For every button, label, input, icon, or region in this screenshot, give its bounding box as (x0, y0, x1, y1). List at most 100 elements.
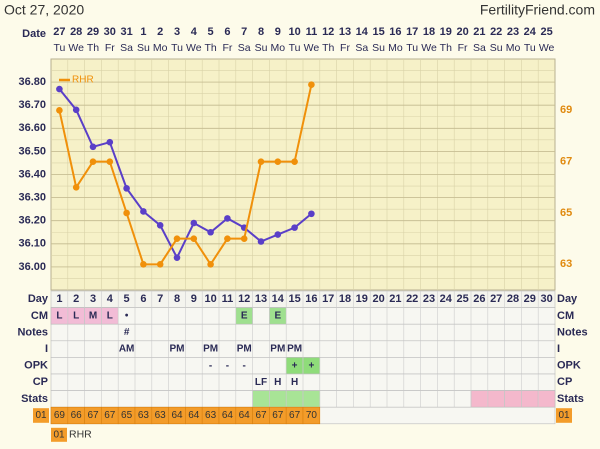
weekday: We (186, 42, 202, 54)
rhr-cell (302, 406, 321, 425)
data-point (56, 85, 63, 93)
row-label: CM (31, 310, 48, 322)
legend-code: 01 (53, 429, 65, 440)
row-label: Notes (17, 326, 48, 338)
date-number: 31 (120, 26, 132, 38)
weekday: Sa (120, 42, 133, 54)
date-number: 6 (224, 26, 230, 38)
date-number: 17 (406, 26, 418, 38)
legend-code-box (51, 427, 67, 442)
rhr-label-box (33, 408, 49, 423)
data-point (173, 235, 181, 242)
y-tick-label: 36.80 (18, 76, 46, 88)
legend-name: RHR (69, 429, 92, 441)
data-point (224, 235, 231, 242)
data-point (156, 261, 164, 268)
day-number: 5 (124, 293, 130, 305)
day-number: 29 (524, 293, 536, 305)
cell-text: LF (255, 377, 267, 388)
rhr-value: 64 (239, 410, 251, 421)
date-number: 13 (339, 26, 351, 38)
day-number: 30 (540, 293, 552, 305)
data-point (224, 215, 231, 222)
rhr-value: 67 (87, 410, 99, 421)
cell-text: PM (203, 344, 218, 355)
cell-text: AM (119, 344, 135, 355)
date-number: 29 (87, 26, 99, 38)
data-point (140, 208, 147, 215)
rhr-label: 01 (35, 410, 47, 421)
date-label: Date (22, 28, 46, 40)
cell-text: PM (270, 344, 285, 355)
cell-text: PM (287, 344, 302, 355)
weekday: Fr (340, 42, 350, 54)
day-number: 25 (456, 293, 468, 305)
date-number: 16 (389, 26, 401, 38)
data-point (308, 210, 315, 218)
day-number: 6 (140, 293, 146, 305)
weekday: Mo (506, 42, 521, 54)
cell-text: H (291, 377, 298, 388)
day-number: 21 (389, 293, 401, 305)
date-number: 12 (322, 26, 334, 38)
weekday: Th (322, 42, 334, 54)
row-label: I (45, 343, 48, 355)
cell-bg (504, 390, 522, 408)
date-number: 1 (140, 26, 146, 38)
weekday: Fr (105, 42, 115, 54)
day-number: 28 (507, 293, 519, 305)
weekday: Su (137, 42, 150, 54)
date-number: 24 (524, 26, 537, 38)
cell-bg (302, 390, 321, 408)
cell-text: E (241, 311, 248, 322)
rhr-value: 67 (104, 410, 116, 421)
row-label-right: Notes (557, 326, 588, 338)
weekday: We (68, 42, 84, 54)
row-label: Day (28, 293, 49, 305)
cell-text: - (243, 360, 246, 371)
weekday: Th (204, 42, 216, 54)
row-label-right: OPK (557, 360, 581, 372)
day-number: 27 (490, 293, 502, 305)
y2-tick-label: 67 (560, 156, 572, 168)
date-number: 22 (490, 26, 502, 38)
date-number: 7 (241, 26, 247, 38)
cell-bg (252, 390, 270, 408)
y2-tick-label: 65 (560, 207, 572, 219)
rhr-value: 63 (205, 410, 217, 421)
day-number: 22 (406, 293, 418, 305)
y2-tick-label: 69 (560, 104, 572, 116)
weekday: Th (440, 42, 452, 54)
row-label-right: CM (557, 310, 574, 322)
rhr-label-right: 01 (558, 410, 570, 421)
data-point (190, 219, 198, 227)
data-point (274, 158, 282, 165)
weekday: Sa (473, 42, 486, 54)
data-point (89, 158, 97, 165)
date-number: 25 (540, 26, 552, 38)
rhr-value: 64 (188, 410, 200, 421)
cell-bg (521, 390, 539, 408)
rhr-label-box-right (556, 408, 572, 423)
date-number: 10 (288, 26, 300, 38)
cell-text: # (124, 327, 130, 338)
date-number: 18 (423, 26, 435, 38)
rhr-value: 67 (255, 410, 267, 421)
cell-text: L (73, 311, 79, 322)
cell-text: - (209, 360, 212, 371)
data-point (106, 158, 114, 165)
cell-bg (537, 390, 556, 408)
date-number: 5 (208, 26, 214, 38)
rhr-value: 67 (289, 410, 301, 421)
date-number: 28 (70, 26, 82, 38)
day-number: 19 (356, 293, 368, 305)
weekday: Tu (406, 42, 418, 54)
day-number: 18 (339, 293, 351, 305)
date-number: 3 (174, 26, 180, 38)
date-number: 2 (157, 26, 163, 38)
day-number: 26 (473, 293, 485, 305)
data-point (106, 138, 114, 146)
y-tick-label: 36.20 (18, 215, 46, 227)
date-number: 19 (440, 26, 452, 38)
